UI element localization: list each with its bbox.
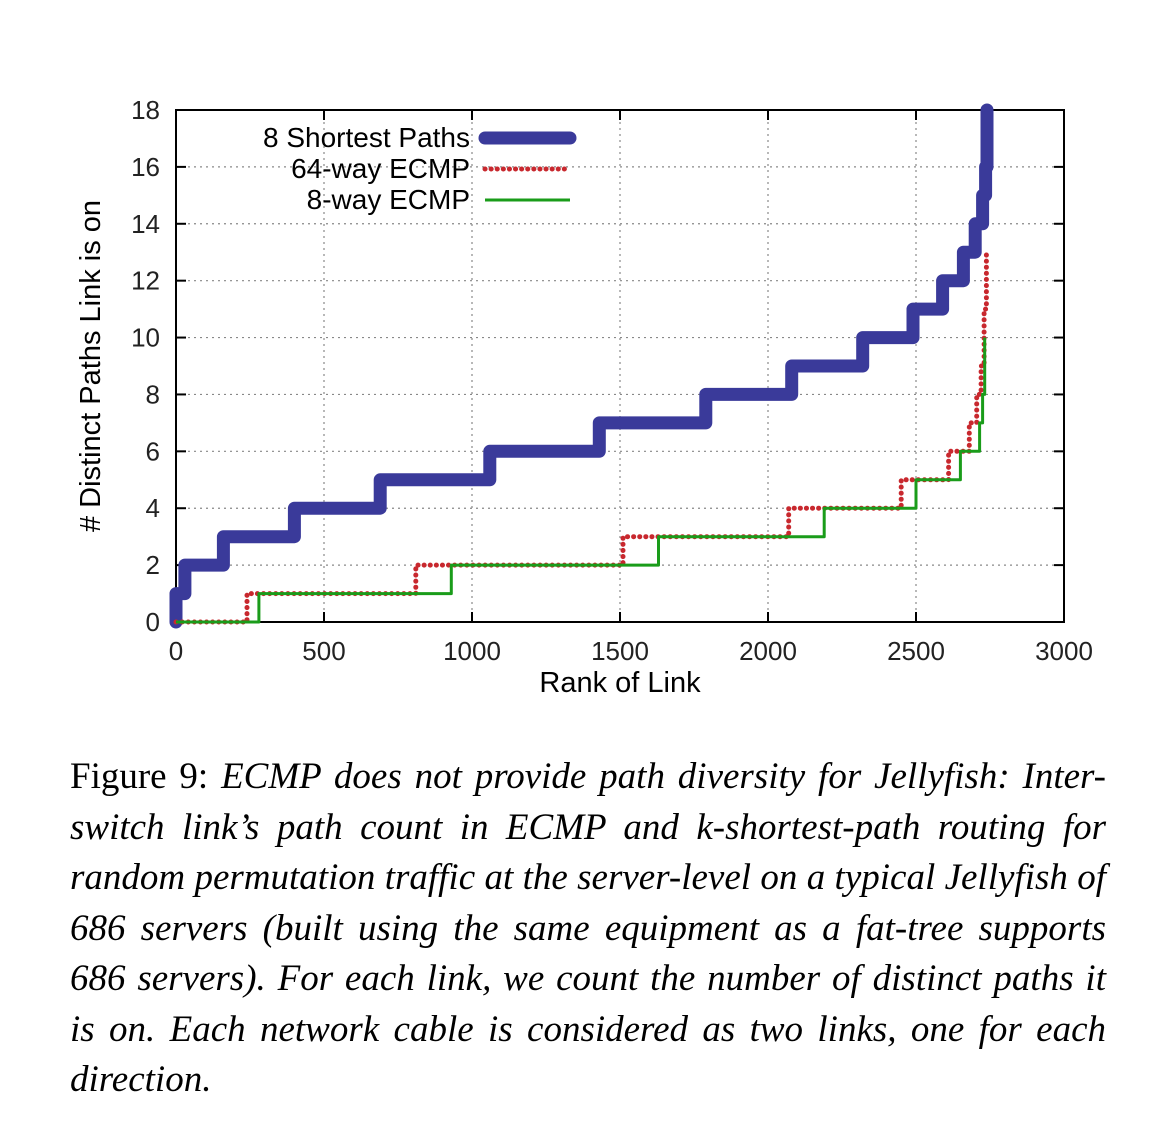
x-tick-label: 2500 bbox=[887, 636, 945, 666]
figure-caption: Figure 9: ECMP does not provide path div… bbox=[70, 752, 1106, 1106]
legend-label: 8-way ECMP bbox=[307, 184, 470, 215]
y-tick-label: 2 bbox=[146, 550, 160, 580]
legend-label: 8 Shortest Paths bbox=[263, 122, 470, 153]
y-tick-label: 10 bbox=[131, 323, 160, 353]
x-tick-label: 0 bbox=[169, 636, 183, 666]
y-tick-label: 4 bbox=[146, 493, 160, 523]
y-tick-label: 8 bbox=[146, 379, 160, 409]
y-tick-label: 0 bbox=[146, 607, 160, 637]
x-tick-label: 500 bbox=[302, 636, 345, 666]
axis-ticks: 0 2 4 6 8 10 12 14 16 18 0 500 1000 1500 2000 2500 3000 bbox=[131, 95, 1093, 666]
series-layer bbox=[169, 103, 994, 629]
figure-caption-text: ECMP does not provide path diversity for… bbox=[70, 756, 1106, 1100]
y-tick-label: 6 bbox=[146, 436, 160, 466]
legend-label: 64-way ECMP bbox=[291, 153, 470, 184]
y-axis-label: # Distinct Paths Link is on bbox=[75, 200, 107, 532]
y-tick-label: 18 bbox=[131, 95, 160, 125]
x-tick-label: 1500 bbox=[591, 636, 649, 666]
x-tick-label: 1000 bbox=[443, 636, 501, 666]
figure-label: Figure 9: bbox=[70, 756, 209, 797]
x-axis-label: Rank of Link bbox=[539, 667, 701, 699]
x-tick-label: 2000 bbox=[739, 636, 797, 666]
series-line-8-way-ecmp bbox=[176, 337, 987, 624]
y-tick-label: 16 bbox=[131, 152, 160, 182]
y-tick-label: 12 bbox=[131, 266, 160, 296]
x-tick-label: 3000 bbox=[1035, 636, 1093, 666]
series-line-8-shortest-paths bbox=[169, 103, 994, 629]
y-tick-label: 14 bbox=[131, 209, 160, 239]
